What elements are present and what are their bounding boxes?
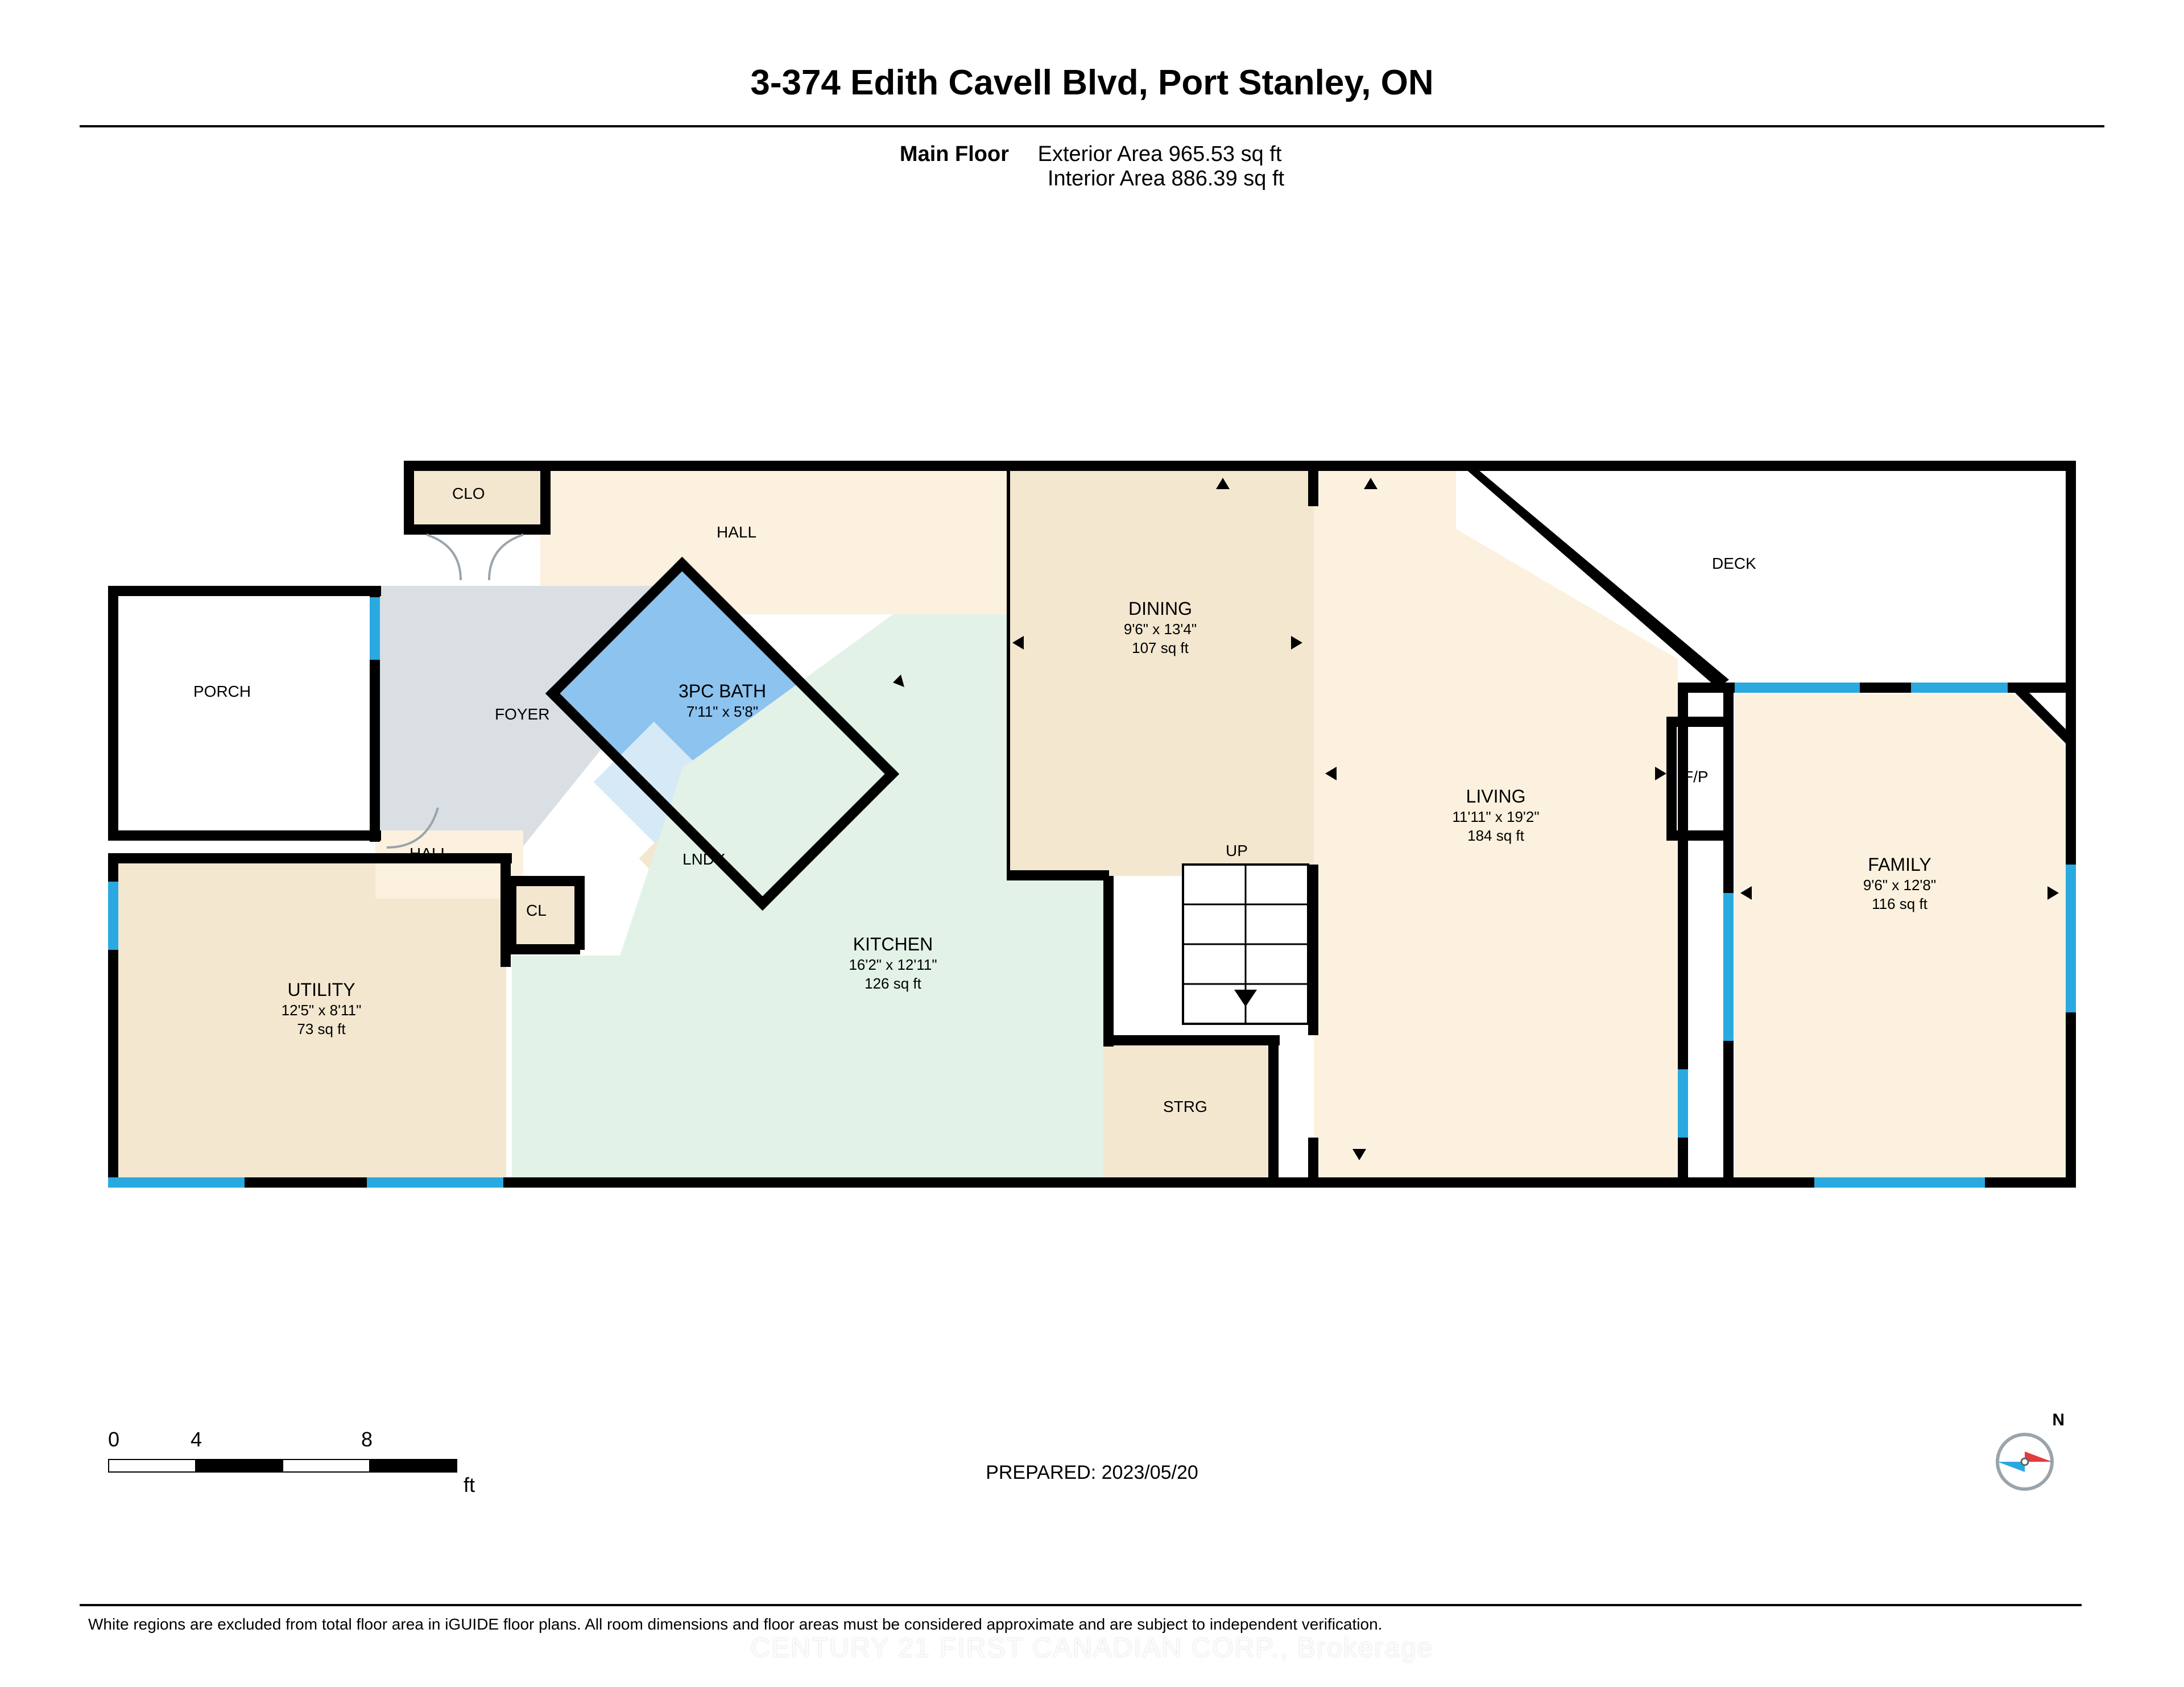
up-label: UP: [1226, 842, 1248, 860]
hall2-label: HALL: [410, 845, 449, 863]
watermark-text: CENTURY 21 FIRST CANADIAN CORP., Brokera…: [751, 1632, 1434, 1664]
scale-bar: [108, 1459, 457, 1473]
foyer-label: FOYER: [495, 705, 549, 723]
header-rule: [80, 125, 2104, 127]
living-sqft: 184 sq ft: [1416, 826, 1575, 845]
prepared-date: PREPARED: 2023/05/20: [986, 1462, 1198, 1484]
clo-label: CLO: [452, 485, 485, 503]
plan-svg: [108, 455, 2076, 1189]
cl-label: CL: [526, 902, 547, 920]
utility-sqft: 73 sq ft: [250, 1020, 392, 1039]
fp-label: F/P: [1684, 768, 1709, 786]
utility-label-block: UTILITY 12'5" x 8'11" 73 sq ft: [250, 978, 392, 1038]
exterior-area: Exterior Area 965.53 sq ft: [1038, 142, 1282, 166]
family-sqft: 116 sq ft: [1826, 895, 1974, 913]
scale-unit: ft: [464, 1473, 475, 1497]
dining-label-block: DINING 9'6" x 13'4" 107 sq ft: [1086, 597, 1234, 657]
dining-label: DINING: [1086, 597, 1234, 620]
utility-dims: 12'5" x 8'11": [250, 1001, 392, 1020]
interior-area: Interior Area 886.39 sq ft: [1048, 167, 1284, 191]
floor-plan: PORCH CLO HALL FOYER 3PC BATH 7'11" x 5'…: [108, 455, 2076, 1189]
living-label-block: LIVING 11'11" x 19'2" 184 sq ft: [1416, 785, 1575, 845]
family-dims: 9'6" x 12'8": [1826, 876, 1974, 895]
kitchen-label-block: KITCHEN 16'2" x 12'11" 126 sq ft: [808, 933, 978, 993]
utility-label: UTILITY: [250, 978, 392, 1001]
strg-label: STRG: [1163, 1098, 1207, 1116]
compass-icon: N: [1991, 1428, 2059, 1496]
kitchen-label: KITCHEN: [808, 933, 978, 956]
page-title: 3-374 Edith Cavell Blvd, Port Stanley, O…: [0, 63, 2184, 103]
disclaimer-text: White regions are excluded from total fl…: [88, 1615, 2096, 1634]
scale-tick-1: 4: [114, 1428, 279, 1452]
floor-name: Main Floor: [900, 142, 1009, 166]
bath-label: 3PC BATH: [665, 680, 779, 702]
hall-label: HALL: [717, 523, 756, 541]
living-dims: 11'11" x 19'2": [1416, 808, 1575, 826]
dining-sqft: 107 sq ft: [1086, 639, 1234, 658]
kitchen-dims: 16'2" x 12'11": [808, 956, 978, 974]
living-label: LIVING: [1416, 785, 1575, 808]
compass-north: N: [2052, 1411, 2065, 1430]
scale-ticks: 0 4 8: [108, 1428, 449, 1452]
kitchen-sqft: 126 sq ft: [808, 974, 978, 993]
family-label: FAMILY: [1826, 853, 1974, 876]
porch-label: PORCH: [193, 683, 251, 701]
scale-tick-2: 8: [284, 1428, 449, 1452]
bath-label-block: 3PC BATH 7'11" x 5'8": [665, 680, 779, 721]
footer-rule: [80, 1604, 2082, 1606]
family-label-block: FAMILY 9'6" x 12'8" 116 sq ft: [1826, 853, 1974, 913]
lndy-label: LNDY: [682, 850, 725, 869]
page: 3-374 Edith Cavell Blvd, Port Stanley, O…: [0, 0, 2184, 1687]
dining-dims: 9'6" x 13'4": [1086, 620, 1234, 639]
area-summary: Main Floor Exterior Area 965.53 sq ft In…: [900, 142, 1284, 191]
bath-dims: 7'11" x 5'8": [665, 702, 779, 721]
deck-label: DECK: [1712, 555, 1756, 573]
